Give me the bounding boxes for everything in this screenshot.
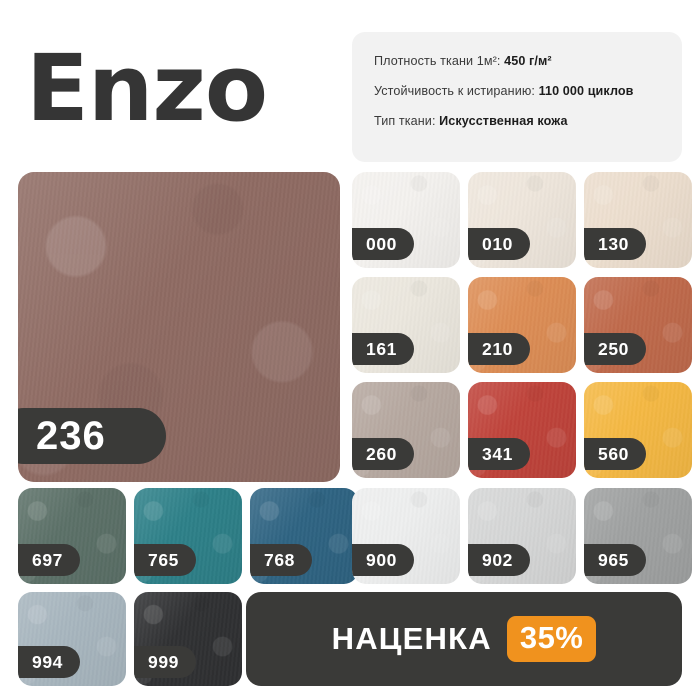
swatch-code-badge: 697 [18,544,80,576]
swatch-code-badge: 000 [352,228,414,260]
swatch-010[interactable]: 010 [468,172,576,268]
swatch-900[interactable]: 900 [352,488,460,584]
swatch-902[interactable]: 902 [468,488,576,584]
swatch-code-badge: 161 [352,333,414,365]
swatch-130[interactable]: 130 [584,172,692,268]
swatch-code-badge: 341 [468,438,530,470]
swatch-161[interactable]: 161 [352,277,460,373]
swatch-code-badge: 236 [18,408,166,464]
swatch-code-badge: 900 [352,544,414,576]
swatch-994[interactable]: 994 [18,592,126,686]
swatch-260[interactable]: 260 [352,382,460,478]
swatch-697[interactable]: 697 [18,488,126,584]
swatch-code-badge: 768 [250,544,312,576]
swatch-341[interactable]: 341 [468,382,576,478]
markup-label: НАЦЕНКА [331,621,492,656]
spec-row-type: Тип ткани: Искусственная кожа [374,114,660,128]
spec-row-abrasion: Устойчивость к истиранию: 110 000 циклов [374,84,660,98]
swatch-965[interactable]: 965 [584,488,692,584]
swatch-code-badge: 902 [468,544,530,576]
swatch-768[interactable]: 768 [250,488,358,584]
spec-value: Искусственная кожа [439,114,568,128]
spec-label: Плотность ткани 1м²: [374,54,505,68]
specifications-card: Плотность ткани 1м²: 450 г/м² Устойчивос… [352,32,682,162]
header: Enzo Плотность ткани 1м²: 450 г/м² Устой… [0,0,700,172]
spec-value: 110 000 циклов [538,84,634,98]
swatch-code-badge: 250 [584,333,646,365]
swatch-code-badge: 765 [134,544,196,576]
swatch-code-badge: 210 [468,333,530,365]
swatch-560[interactable]: 560 [584,382,692,478]
spec-label: Устойчивость к истиранию: [374,84,539,98]
swatch-250[interactable]: 250 [584,277,692,373]
swatch-code-badge: 130 [584,228,646,260]
spec-value: 450 г/м² [504,54,552,68]
swatch-code-badge: 010 [468,228,530,260]
swatch-000[interactable]: 000 [352,172,460,268]
swatch-code-badge: 999 [134,646,196,678]
swatch-999[interactable]: 999 [134,592,242,686]
swatch-765[interactable]: 765 [134,488,242,584]
swatch-210[interactable]: 210 [468,277,576,373]
swatch-main-236[interactable]: 236 [18,172,340,482]
page-title: Enzo [26,35,268,142]
markup-value-pill: 35% [506,616,597,662]
swatch-code-badge: 560 [584,438,646,470]
markup-banner: НАЦЕНКА 35% [246,592,682,686]
swatch-code-badge: 260 [352,438,414,470]
spec-row-density: Плотность ткани 1м²: 450 г/м² [374,54,660,68]
swatch-code-badge: 965 [584,544,646,576]
swatch-code-badge: 994 [18,646,80,678]
spec-label: Тип ткани: [374,114,440,128]
